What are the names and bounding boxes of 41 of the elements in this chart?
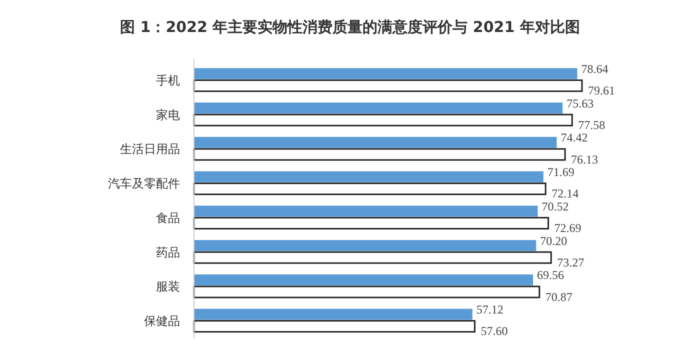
bar [194, 206, 538, 217]
data-label: 74.42 [560, 130, 588, 145]
bar [193, 286, 540, 298]
data-label: 72.14 [552, 186, 579, 201]
bar [194, 171, 544, 182]
y-tick-label: 手机 [156, 73, 180, 88]
bar [194, 68, 578, 80]
bar [194, 308, 472, 320]
bar [194, 136, 557, 148]
y-tick-label: 食品 [156, 210, 180, 225]
bar [193, 79, 583, 92]
y-tick-label: 家电 [156, 108, 180, 122]
bar [194, 240, 536, 252]
data-label: 73.27 [557, 255, 584, 270]
y-tick-label: 保健品 [144, 314, 180, 328]
data-label: 70.87 [545, 290, 572, 304]
data-label: 69.56 [537, 268, 564, 282]
bar [193, 251, 552, 264]
data-label: 72.69 [554, 221, 582, 236]
y-tick-label: 服装 [156, 280, 180, 294]
bar [193, 182, 546, 196]
data-label: 71.69 [547, 165, 574, 180]
y-tick-label: 汽车及零配件 [108, 176, 180, 191]
bar [193, 148, 566, 161]
bar [193, 216, 550, 230]
y-tick-label: 药品 [156, 245, 180, 260]
data-label: 75.63 [566, 96, 594, 110]
data-label: 76.13 [571, 152, 598, 166]
data-label: 77.58 [578, 118, 606, 132]
bar [193, 320, 476, 333]
data-label: 70.20 [540, 234, 568, 248]
data-label: 57.12 [476, 302, 504, 317]
y-tick-label: 生活日用品 [120, 142, 180, 156]
data-label: 78.64 [581, 62, 608, 76]
data-label: 79.61 [588, 84, 615, 98]
data-label: 57.60 [480, 324, 508, 338]
bar [193, 114, 573, 126]
bar [194, 102, 563, 114]
data-label: 70.52 [542, 199, 569, 214]
bar [194, 274, 534, 286]
chart-title: 图 1：2022 年主要实物性消费质量的满意度评价与 2021 年对比图 [120, 18, 580, 36]
